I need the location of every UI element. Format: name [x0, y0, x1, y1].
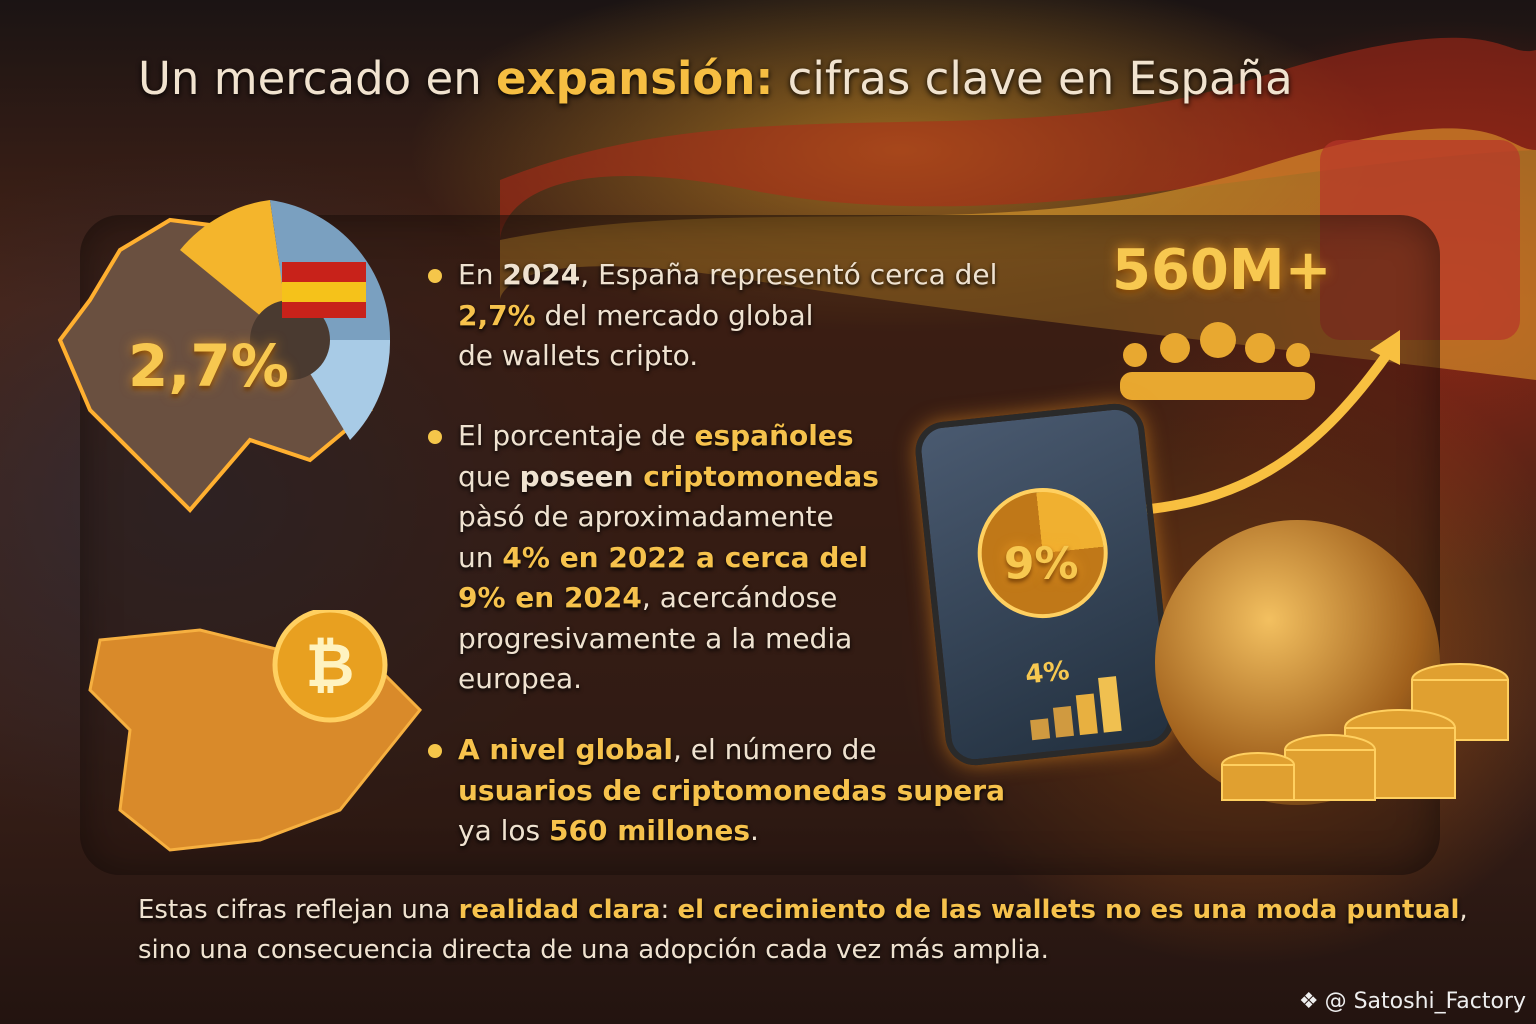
bullet-item-2: El porcentaje de españoles que poseen cri…: [428, 416, 879, 700]
binance-logo-icon: ❖: [1298, 989, 1319, 1014]
text-segment: del mercado global: [535, 298, 814, 332]
text-line: 9% en 2024, acercándose: [458, 578, 879, 619]
text-line: El porcentaje de españoles: [458, 416, 879, 457]
bitcoin-coin-icon: ₿: [272, 610, 388, 723]
text-segment: , el número de: [672, 733, 877, 766]
title-post: cifras clave en España: [773, 52, 1293, 105]
text-line: A nivel global, el número de: [458, 730, 1005, 771]
text-segment: 9% en 2024: [458, 581, 642, 614]
text-segment: A nivel global: [458, 733, 673, 766]
page-title: Un mercado en expansión: cifras clave en…: [138, 52, 1293, 105]
footer-summary: Estas cifras reflejan una realidad clara…: [138, 890, 1468, 970]
spain-map-pie-illustration: [57, 200, 391, 513]
text-segment: de wallets cripto.: [458, 339, 699, 372]
text-segment: En: [458, 258, 503, 291]
text-segment: ya los: [458, 814, 550, 847]
text-segment: criptomonedas: [643, 459, 879, 493]
text-segment: europea.: [458, 662, 583, 695]
text-line: que poseen criptomonedas: [458, 457, 879, 498]
text-segment: :: [660, 895, 678, 925]
text-segment: españoles: [694, 419, 854, 452]
spain-flag-banner: [500, 37, 1536, 380]
text-line: Estas cifras reflejan una realidad clara…: [138, 890, 1468, 930]
text-segment: 2024: [502, 258, 581, 291]
bullet-item-3: A nivel global, el número de usuarios de …: [428, 730, 1005, 852]
coat-of-arms-icon: [1320, 140, 1520, 340]
coin-stack-icon: [1221, 663, 1509, 801]
text-segment: ,: [1459, 895, 1468, 925]
text-line: ya los 560 millones.: [458, 811, 1005, 852]
text-segment: un: [458, 540, 503, 574]
text-line: usuarios de criptomonedas supera: [458, 771, 1005, 812]
text-segment: progresivamente a la media: [458, 621, 853, 655]
title-highlight: expansión:: [496, 52, 774, 105]
bullet-dot-icon: [428, 430, 442, 444]
text-segment: que: [458, 459, 520, 493]
text-segment: , España representó cerca del: [580, 258, 998, 291]
users-count-label: 560M+: [1112, 238, 1332, 303]
phone-bar-label: 4%: [1023, 656, 1071, 691]
text-line: progresivamente a la media: [458, 619, 879, 660]
text-segment: pàsó de aproximadamente: [458, 500, 834, 533]
text-line: europea.: [458, 659, 879, 700]
bullet-item-1: En 2024, España representó cerca del 2,7%…: [428, 255, 997, 377]
text-segment: poseen: [519, 459, 644, 493]
text-line: un 4% en 2022 a cerca del: [458, 538, 879, 579]
text-line: pàsó de aproximadamente: [458, 497, 879, 538]
text-line: 2,7% del mercado global: [458, 296, 997, 337]
text-segment: realidad clara: [458, 895, 661, 925]
text-segment: sino una consecuencia directa de una ado…: [138, 935, 1049, 965]
text-segment: el crecimiento de las wallets no es una …: [677, 895, 1460, 925]
bullet-dot-icon: [428, 269, 442, 283]
text-segment: a cerca del: [686, 540, 868, 574]
text-segment: usuarios de criptomonedas supera: [458, 773, 1005, 807]
text-line: sino una consecuencia directa de una ado…: [138, 930, 1468, 970]
watermark: ❖ @ Satoshi_Factory: [1299, 989, 1526, 1014]
text-line: de wallets cripto.: [458, 336, 997, 377]
text-segment: 4% en 2022: [502, 540, 687, 574]
text-segment: El porcentaje de: [458, 419, 695, 452]
svg-text:₿: ₿: [306, 631, 355, 701]
text-segment: 560 millones: [549, 814, 751, 847]
growth-arrow-icon: [1139, 347, 1395, 515]
spain-map-bitcoin-illustration: ₿: [88, 610, 423, 852]
text-segment: .: [750, 814, 759, 847]
text-segment: Estas cifras reflejan una: [138, 895, 459, 925]
text-line: En 2024, España representó cerca del: [458, 255, 997, 296]
bullet-dot-icon: [428, 744, 442, 758]
phone-illustration: 9% 4%: [912, 400, 1178, 769]
people-icon: [1120, 322, 1315, 400]
watermark-text: @ Satoshi_Factory: [1324, 989, 1526, 1014]
phone-pie-label: 9%: [1003, 538, 1079, 590]
pie-percentage-label: 2,7%: [128, 332, 289, 400]
spain-flag-icon: [282, 262, 366, 318]
text-segment: , acercándose: [641, 581, 838, 614]
users-growth-illustration: [1120, 322, 1400, 515]
phone-bar-chart-icon: [1027, 676, 1122, 741]
title-pre: Un mercado en: [138, 52, 497, 105]
text-segment: 2,7%: [458, 298, 536, 332]
